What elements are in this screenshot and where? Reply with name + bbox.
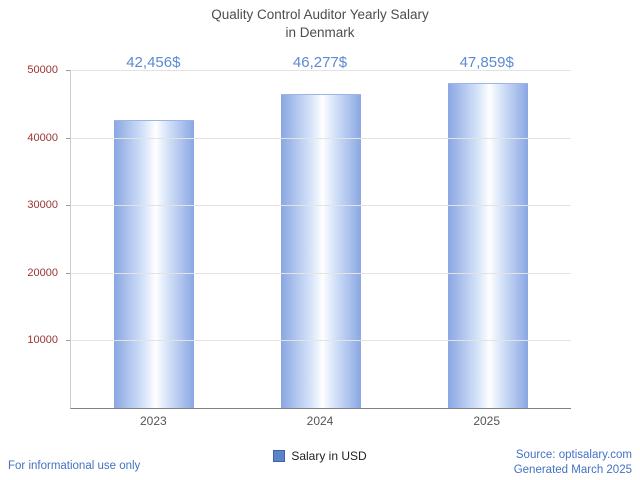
gridline xyxy=(71,70,571,71)
chart-title-line1: Quality Control Auditor Yearly Salary xyxy=(211,7,429,22)
value-label-row: 42,456$ 46,277$ 47,859$ xyxy=(70,54,570,71)
chart-title-line2: in Denmark xyxy=(285,24,355,40)
footer-source-link[interactable]: Source: optisalary.com xyxy=(515,449,632,461)
bar-value-label: 46,277$ xyxy=(292,54,348,71)
y-tick-label: 50000 xyxy=(27,64,58,76)
y-tick-label: 30000 xyxy=(27,199,58,212)
footer-source-block: Source: optisalary.com Generated March 2… xyxy=(514,448,632,478)
legend-swatch-icon xyxy=(273,450,286,462)
gridline xyxy=(71,340,571,342)
y-tick-label: 40000 xyxy=(27,131,58,144)
legend-label: Salary in USD xyxy=(291,449,367,463)
x-tick-label: 2025 xyxy=(473,414,501,428)
gridline xyxy=(71,137,571,139)
y-tick-label: 20000 xyxy=(27,266,58,279)
y-tick-mark xyxy=(66,340,70,342)
bar-column xyxy=(238,70,405,408)
bar[interactable] xyxy=(447,83,528,408)
x-tick-label: 2023 xyxy=(139,414,167,428)
gridline xyxy=(71,205,571,207)
y-tick-mark xyxy=(66,70,70,71)
bar[interactable] xyxy=(281,94,361,408)
gridline xyxy=(71,272,571,274)
bar-column xyxy=(71,70,238,408)
y-tick-mark xyxy=(66,137,70,139)
chart-title: Quality Control Auditor Yearly Salary in… xyxy=(0,6,640,41)
bar-column xyxy=(404,70,571,408)
y-tick-mark xyxy=(66,205,70,207)
bars-container xyxy=(71,70,571,408)
bar[interactable] xyxy=(114,120,195,408)
x-tick-label: 2024 xyxy=(306,414,334,428)
y-tick-mark xyxy=(66,272,70,274)
x-axis-labels: 2023 2024 2025 xyxy=(70,414,570,428)
footer-generated-date: Generated March 2025 xyxy=(513,464,632,476)
footer-disclaimer: For informational use only xyxy=(8,460,141,472)
bar-value-label: 47,859$ xyxy=(459,54,514,71)
y-axis: 10000 20000 30000 40000 50000 xyxy=(0,64,70,408)
y-tick-label: 10000 xyxy=(27,334,58,347)
legend[interactable]: Salary in USD xyxy=(0,449,640,463)
plot-area xyxy=(70,70,571,409)
bar-value-label: 42,456$ xyxy=(126,54,181,71)
